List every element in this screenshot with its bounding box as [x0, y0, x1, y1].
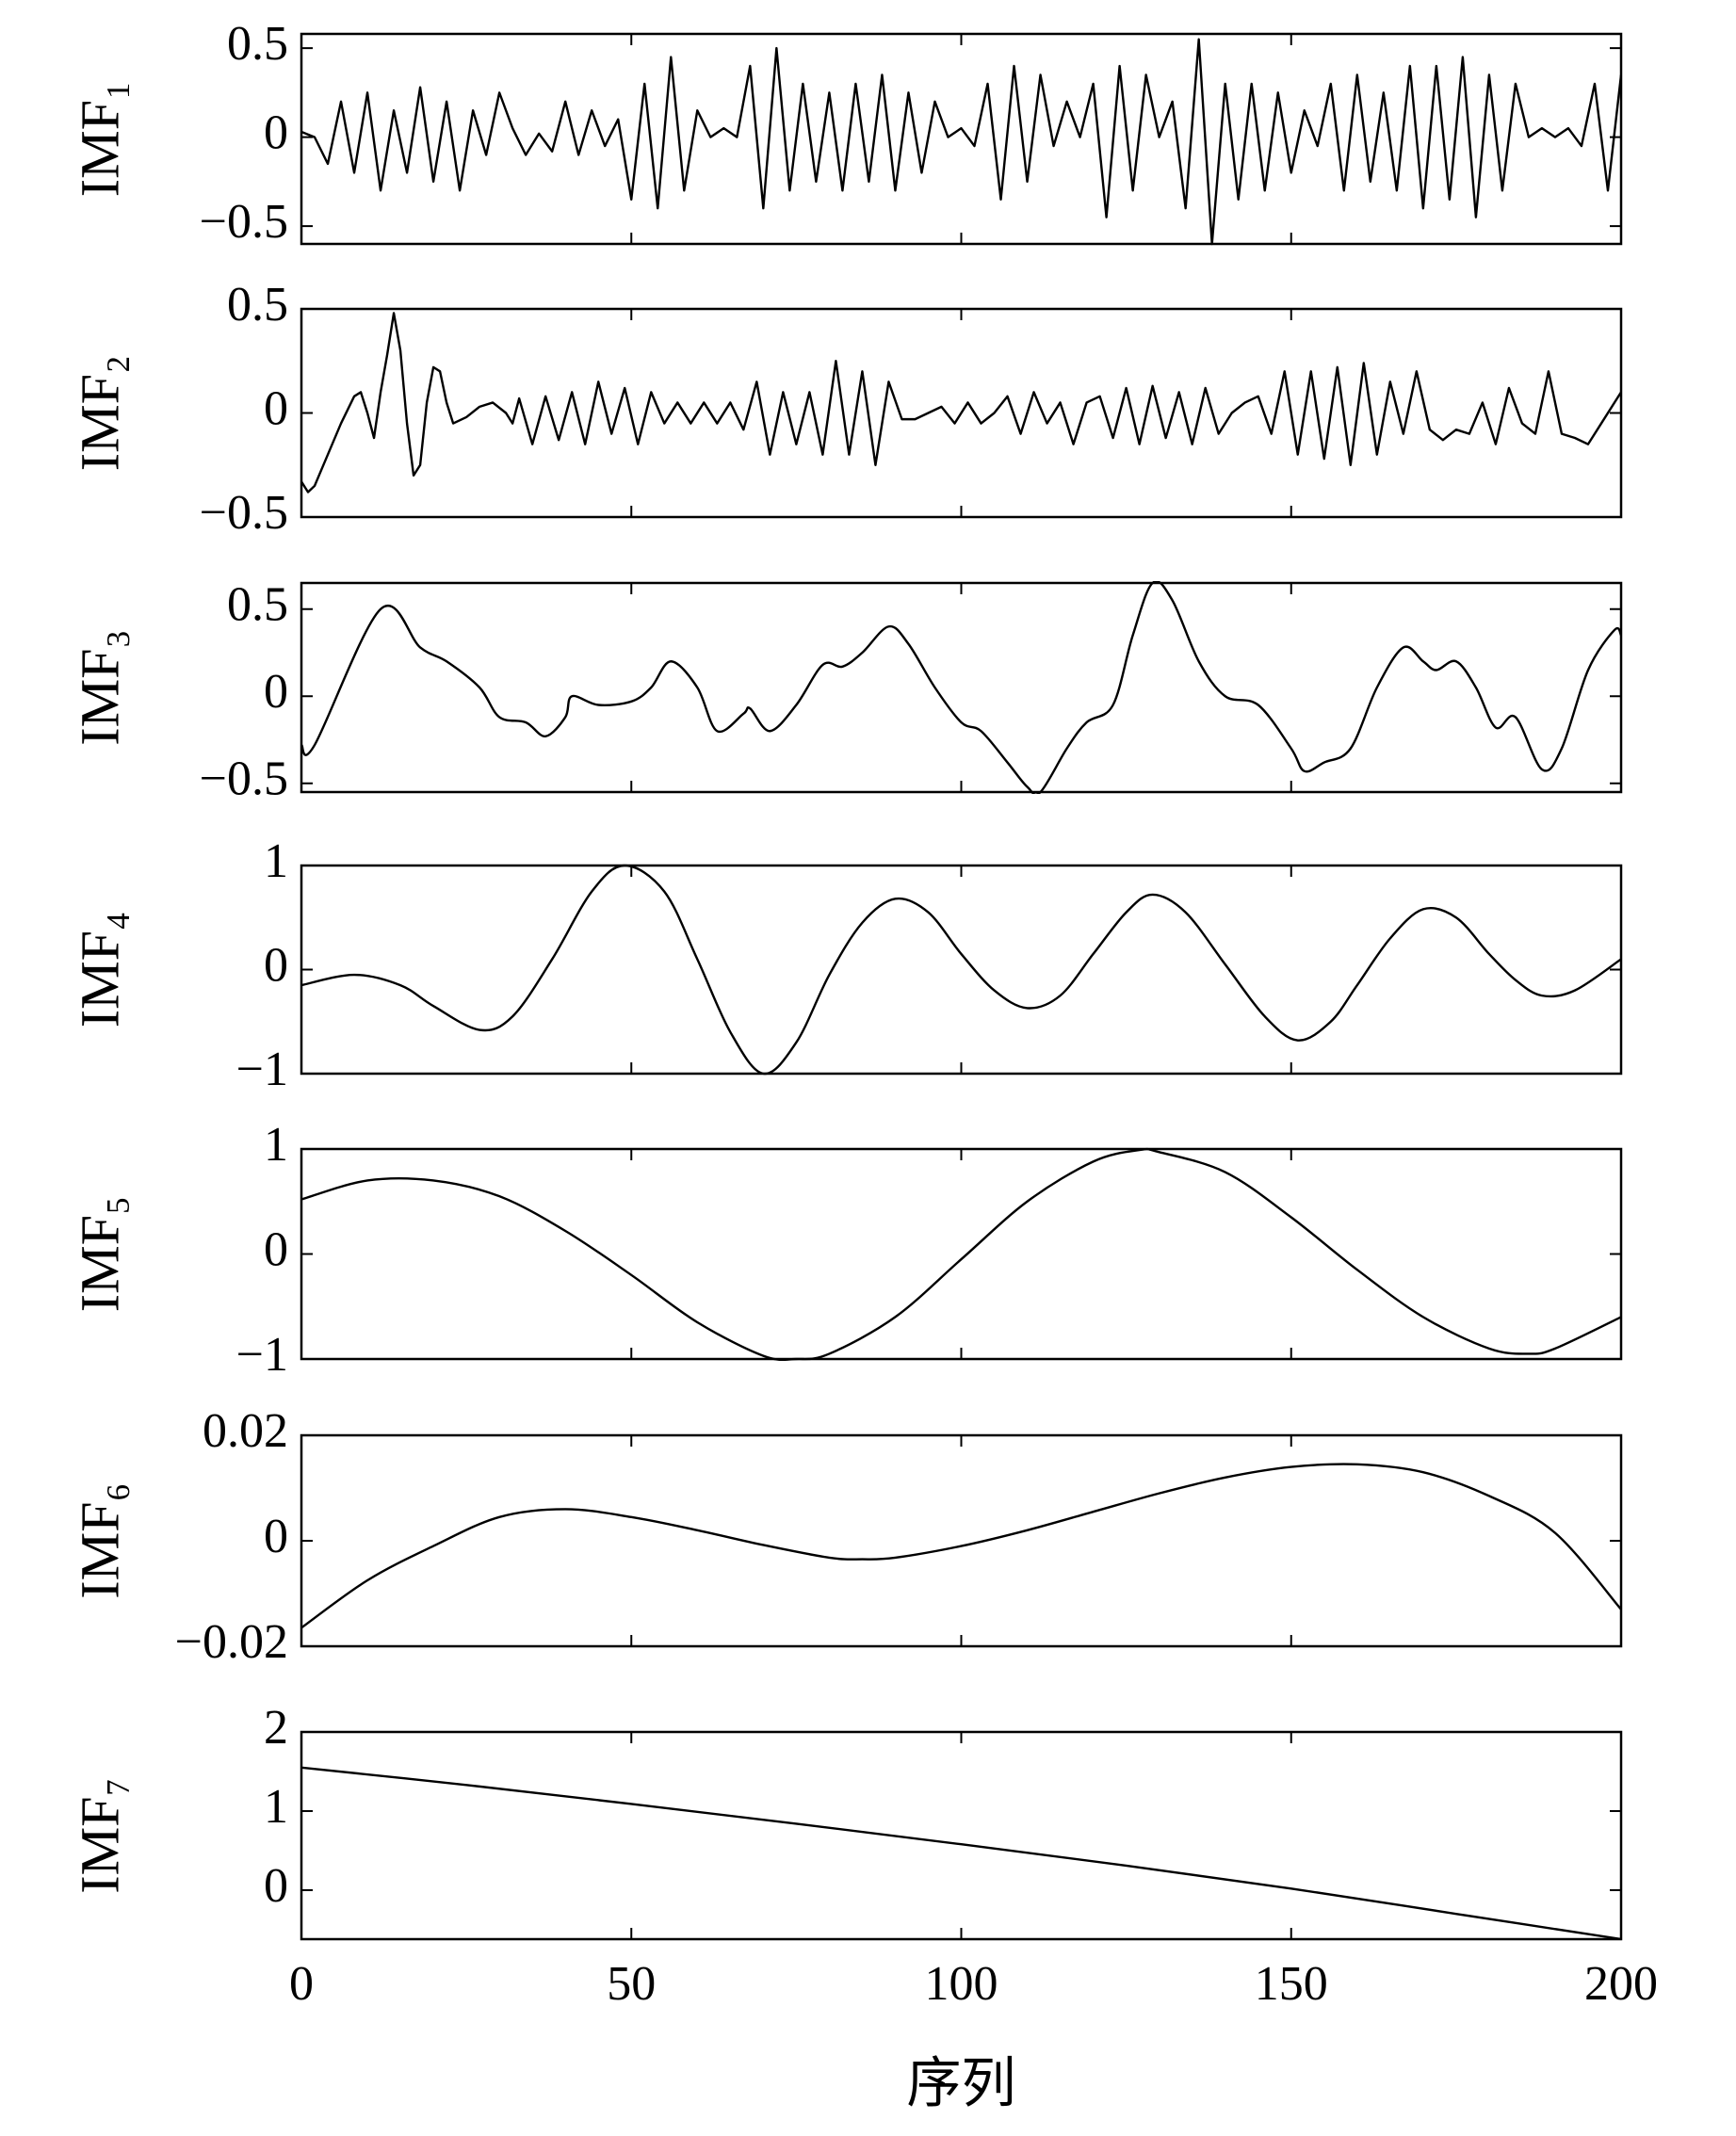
x-tick-label: 200: [1584, 1957, 1658, 2011]
x-tick-label: 150: [1255, 1957, 1328, 2011]
y-tick-label: 0.5: [227, 578, 288, 632]
y-tick-label: −0.02: [175, 1615, 288, 1669]
y-tick-label: −0.5: [200, 752, 288, 806]
y-tick-label: −1: [236, 1043, 288, 1096]
y-tick-label: 0: [264, 1222, 288, 1276]
y-tick-label: 0: [264, 381, 288, 435]
y-axis-label: IMF₄: [69, 912, 130, 1028]
y-tick-label: −0.5: [200, 486, 288, 540]
y-tick-label: 0: [264, 106, 288, 160]
plot-frame: [300, 864, 1623, 1076]
data-line: [301, 581, 1621, 794]
y-tick-label: 1: [264, 834, 288, 888]
data-line: [301, 1766, 1621, 1941]
y-tick-label: 1: [264, 1780, 288, 1834]
y-axis-label: IMF₂: [69, 355, 130, 471]
plot-frame: [300, 1147, 1623, 1361]
y-axis-label: IMF₁: [69, 81, 130, 197]
y-tick-label: −0.5: [200, 195, 288, 249]
x-tick-label: 100: [925, 1957, 998, 2011]
plot-frame: [300, 581, 1623, 794]
data-line: [301, 1463, 1621, 1629]
y-axis-label: IMF₆: [69, 1482, 130, 1598]
data-line: [301, 864, 1621, 1076]
y-tick-label: 0: [264, 665, 288, 719]
y-axis-label: IMF₅: [69, 1196, 130, 1312]
y-tick-label: 0: [264, 1859, 288, 1913]
x-axis-label: 序列: [906, 2052, 1015, 2113]
plot-frame: [300, 1433, 1623, 1648]
y-axis-label: IMF₇: [69, 1777, 130, 1893]
y-axis-label: IMF₃: [69, 629, 130, 745]
y-tick-label: 0.5: [227, 278, 288, 332]
y-tick-label: 0.5: [227, 17, 288, 71]
y-tick-label: 2: [264, 1701, 288, 1755]
plot-frame: [300, 307, 1623, 519]
y-tick-label: 0.02: [203, 1404, 288, 1458]
plot-frame: [300, 1730, 1623, 1941]
data-line: [301, 312, 1621, 494]
data-line: [301, 38, 1621, 246]
x-tick-label: 50: [607, 1957, 656, 2011]
data-line: [301, 1147, 1621, 1361]
y-tick-label: 0: [264, 938, 288, 992]
y-tick-label: 0: [264, 1510, 288, 1563]
x-tick-label: 0: [289, 1957, 314, 2011]
y-tick-label: 1: [264, 1118, 288, 1172]
y-tick-label: −1: [236, 1328, 288, 1382]
plot-frame: [300, 32, 1623, 246]
